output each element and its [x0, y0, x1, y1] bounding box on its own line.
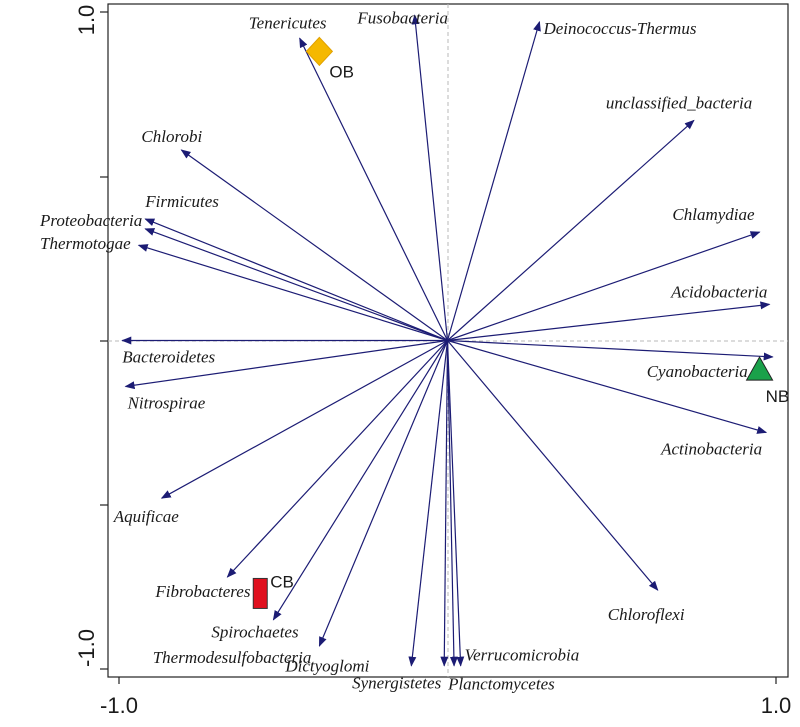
x-ticks: -1.0 1.0: [100, 677, 791, 718]
site-label-nb: NB: [766, 387, 790, 406]
arrow-chlamydiae: [447, 231, 761, 342]
label-dictyoglomi: Dictyoglomi: [284, 657, 369, 676]
arrow-acidobacteria: [447, 301, 771, 342]
x-tick-label-max: 1.0: [761, 693, 792, 718]
y-ticks: 1.0 -1.0: [74, 5, 108, 670]
label-cyanobacteria: Cyanobacteria: [647, 362, 748, 381]
arrow-dictyoglomi: [408, 340, 449, 667]
arrow-actinobacteria: [447, 339, 768, 434]
label-fusobacteria: Fusobacteria: [356, 8, 448, 27]
label-firmicutes: Firmicutes: [144, 192, 219, 211]
site-marker-ob: [305, 36, 334, 67]
label-synergistetes: Synergistetes: [352, 674, 441, 693]
arrow-planctomycetes: [446, 340, 458, 667]
label-nitrospirae: Nitrospirae: [127, 393, 206, 412]
arrow-deinococcus-thermus: [446, 20, 541, 341]
arrow-firmicutes: [144, 218, 448, 342]
arrow-verrucomicrobia: [446, 340, 465, 667]
arrow-synergistetes: [440, 340, 449, 667]
arrow-cyanobacteria: [447, 339, 774, 361]
label-chlamydiae: Chlamydiae: [672, 205, 755, 224]
label-planctomycetes: Planctomycetes: [447, 675, 555, 694]
arrow-chloroflexi: [447, 340, 659, 591]
site-marker-nb: [745, 356, 774, 381]
label-deinococcus-thermus: Deinococcus-Thermus: [542, 19, 696, 38]
axes: -1.0 1.0 1.0 -1.0: [74, 3, 791, 718]
arrow-fibrobacteres: [226, 340, 448, 578]
y-tick-label-max: 1.0: [74, 5, 99, 36]
species-arrows: Fusobacteria Tenericutes Deinococcus-Therm…: [39, 8, 774, 694]
site-label-ob: OB: [329, 62, 354, 81]
label-chlorobi: Chlorobi: [141, 127, 202, 146]
arrow-aquificae: [160, 339, 448, 499]
label-verrucomicrobia: Verrucomicrobia: [465, 646, 580, 665]
label-unclassified-bacteria: unclassified_bacteria: [606, 93, 752, 112]
y-tick-label-min: -1.0: [74, 629, 99, 667]
arrow-thermotogae: [137, 244, 448, 342]
label-aquificae: Aquificae: [113, 507, 180, 526]
label-fibrobacteres: Fibrobacteres: [154, 582, 250, 601]
label-proteobacteria: Proteobacteria: [39, 211, 142, 230]
label-thermodesulfobacteria: Thermodesulfobacteria: [153, 648, 312, 667]
site-label-cb: CB: [270, 572, 294, 591]
site-marker-cb: [252, 577, 268, 609]
label-acidobacteria: Acidobacteria: [670, 282, 767, 301]
label-bacteroidetes: Bacteroidetes: [122, 348, 215, 367]
site-markers: OB NB CB: [252, 36, 790, 609]
label-chloroflexi: Chloroflexi: [608, 605, 685, 624]
label-actinobacteria: Actinobacteria: [660, 439, 762, 458]
arrow-spirochaetes: [272, 340, 449, 621]
arrow-fusobacteria: [411, 14, 449, 341]
arrow-tenericutes: [299, 37, 449, 341]
x-tick-label-min: -1.0: [100, 693, 138, 718]
arrow-thermodesulfobacteria: [318, 340, 449, 647]
label-tenericutes: Tenericutes: [249, 13, 327, 32]
label-spirochaetes: Spirochaetes: [211, 623, 299, 642]
arrow-unclassified-bacteria: [447, 119, 695, 341]
label-thermotogae: Thermotogae: [40, 234, 131, 253]
arrow-nitrospirae: [124, 339, 448, 390]
arrow-proteobacteria: [144, 228, 448, 342]
arrow-chlorobi: [180, 149, 448, 341]
